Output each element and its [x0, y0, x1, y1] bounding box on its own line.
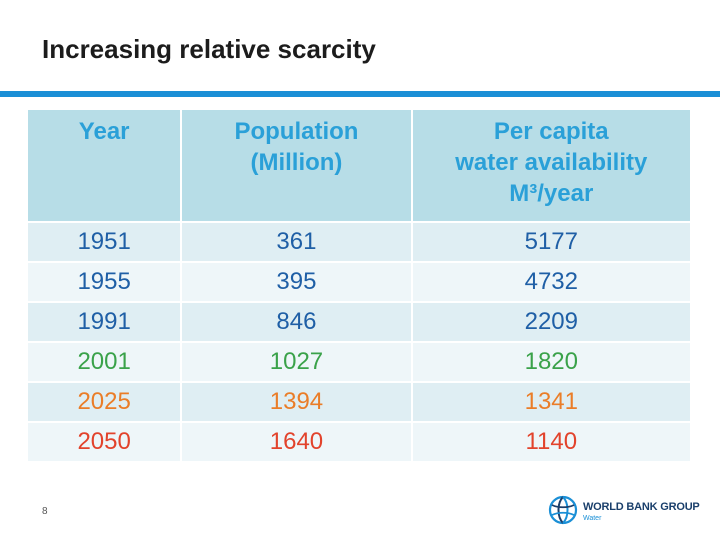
table-row: 1955 395 4732 [28, 263, 690, 301]
header-year: Year [28, 110, 181, 221]
header-population-line-2: (Million) [250, 149, 343, 176]
table-row: 2025 1394 1341 [28, 383, 690, 421]
cell-year: 2001 [28, 343, 181, 381]
cell-water: 1341 [412, 383, 690, 421]
table-row: 2001 1027 1820 [28, 343, 690, 381]
cell-water: 4732 [412, 263, 690, 301]
cell-water: 2209 [412, 303, 690, 341]
header-water-availability: Per capita water availability M³/year [412, 110, 690, 221]
cell-population: 1640 [182, 423, 411, 461]
globe-icon [548, 495, 578, 530]
cell-year: 1955 [28, 263, 181, 301]
cell-population: 846 [182, 303, 411, 341]
cell-water: 1820 [412, 343, 690, 381]
cell-year: 1991 [28, 303, 181, 341]
cell-water: 1140 [412, 423, 690, 461]
logo-name: WORLD BANK GROUP [583, 500, 700, 513]
logo-subtitle: Water [583, 514, 602, 522]
header-water-line-1: Per capita [493, 118, 609, 145]
water-scarcity-table: Year Population (Million) Per capita wat… [26, 108, 692, 463]
header-water-line-3: M³/year [509, 180, 594, 207]
title-divider [0, 91, 720, 97]
cell-year: 1951 [28, 223, 181, 261]
cell-population: 361 [182, 223, 411, 261]
table-row: 1991 846 2209 [28, 303, 690, 341]
table-header-row: Year Population (Million) Per capita wat… [28, 110, 690, 221]
header-population-line-1: Population [234, 118, 359, 145]
page-number: 8 [42, 506, 48, 517]
header-year-line: Year [78, 118, 130, 145]
cell-population: 1394 [182, 383, 411, 421]
table-row: 2050 1640 1140 [28, 423, 690, 461]
header-water-line-2: water availability [455, 149, 648, 176]
cell-population: 1027 [182, 343, 411, 381]
world-bank-logo: WORLD BANK GROUP Water [548, 495, 700, 530]
table-row: 1951 361 5177 [28, 223, 690, 261]
cell-year: 2025 [28, 383, 181, 421]
header-population: Population (Million) [182, 110, 411, 221]
slide-title: Increasing relative scarcity [42, 34, 376, 64]
cell-population: 395 [182, 263, 411, 301]
cell-water: 5177 [412, 223, 690, 261]
cell-year: 2050 [28, 423, 181, 461]
